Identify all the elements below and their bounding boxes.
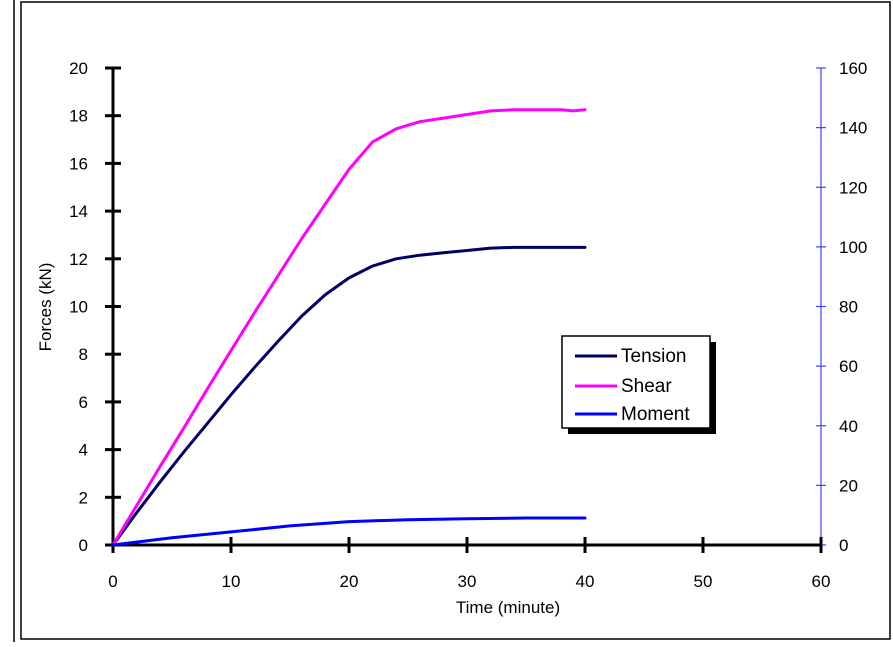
right-y-tick-label-100: 100 — [839, 238, 867, 257]
right-y-tick-label-20: 20 — [839, 476, 858, 495]
series-line-moment — [111, 516, 587, 547]
right-y-tick-label-160: 160 — [839, 59, 867, 78]
left-y-tick-label-14: 14 — [69, 202, 88, 221]
right-y-tick-label-80: 80 — [839, 298, 858, 317]
x-tick-label-40: 40 — [576, 572, 595, 591]
x-tick-label-10: 10 — [222, 572, 241, 591]
x-tick-label-20: 20 — [340, 572, 359, 591]
left-y-tick-label-18: 18 — [69, 107, 88, 126]
left-y-tick-label-0: 0 — [79, 536, 88, 555]
axes-layer: 0 20 40 60 80 100 120 140 160 0 2 4 6 8 10 12 14 16 18 20 0 1… — [69, 59, 867, 591]
legend-label-moment: Moment — [621, 404, 690, 425]
series-line-shear — [111, 108, 587, 547]
x-tick-label-50: 50 — [694, 572, 713, 591]
left-y-tick-label-12: 12 — [69, 250, 88, 269]
left-y-tick-label-10: 10 — [69, 298, 88, 317]
legend-label-tension: Tension — [621, 346, 687, 367]
left-y-tick-label-8: 8 — [79, 345, 88, 364]
left-y-tick-label-4: 4 — [79, 441, 88, 460]
right-y-tick-label-60: 60 — [839, 357, 858, 376]
right-y-tick-label-120: 120 — [839, 178, 867, 197]
series-line-tension — [111, 245, 587, 547]
left-y-tick-label-2: 2 — [79, 488, 88, 507]
left-y-tick-label-16: 16 — [69, 154, 88, 173]
right-y-tick-label-0: 0 — [839, 536, 848, 555]
left-y-tick-label-6: 6 — [79, 393, 88, 412]
legend: Tension Shear Moment — [561, 335, 716, 434]
x-tick-label-30: 30 — [458, 572, 477, 591]
right-y-tick-label-140: 140 — [839, 119, 867, 138]
plot-frame-border — [20, 1, 891, 640]
x-tick-label-0: 0 — [108, 572, 117, 591]
right-y-tick-label-40: 40 — [839, 417, 858, 436]
x-tick-label-60: 60 — [812, 572, 831, 591]
y-axis-title: Forces (kN) — [36, 263, 55, 352]
series-layer — [111, 108, 587, 547]
legend-label-shear: Shear — [621, 376, 672, 397]
x-axis-title: Time (minute) — [456, 598, 560, 617]
left-y-tick-label-20: 20 — [69, 59, 88, 78]
